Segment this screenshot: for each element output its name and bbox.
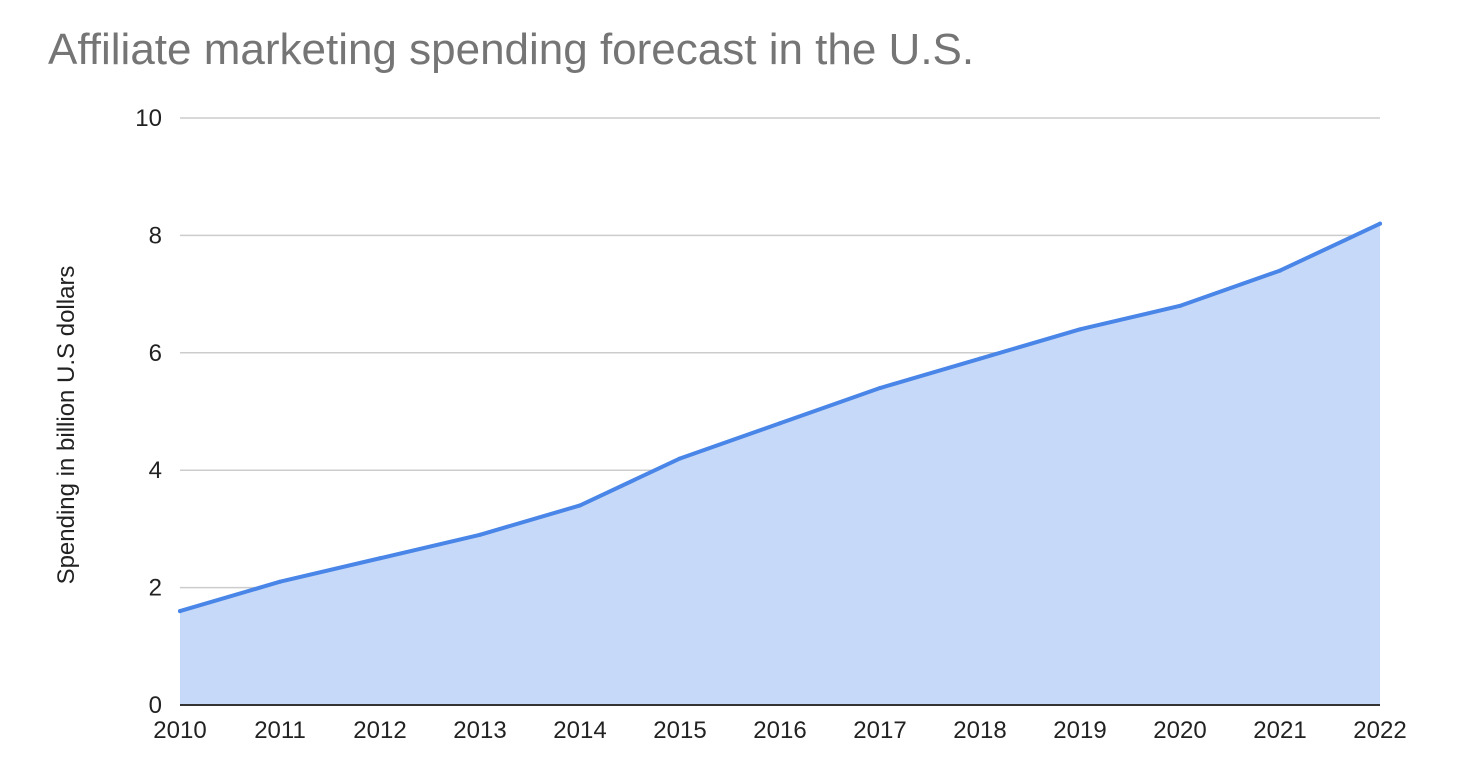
y-tick-label: 10 <box>135 105 162 132</box>
x-tick-label: 2017 <box>853 717 906 744</box>
data-point <box>678 456 682 461</box>
data-point <box>378 556 382 561</box>
x-tick-label: 2018 <box>953 717 1006 744</box>
y-axis-ticks: 0 2 4 6 8 10 <box>135 105 162 719</box>
y-tick-label: 6 <box>149 340 162 367</box>
chart-title: Affiliate marketing spending forecast in… <box>48 25 974 74</box>
x-tick-label: 2019 <box>1053 717 1106 744</box>
x-tick-label: 2012 <box>353 717 406 744</box>
data-point <box>978 356 982 361</box>
data-point <box>178 609 182 614</box>
x-tick-label: 2011 <box>254 717 306 744</box>
x-tick-label: 2022 <box>1353 717 1406 744</box>
data-point <box>1378 221 1382 226</box>
data-point <box>478 532 482 537</box>
x-tick-label: 2010 <box>153 717 206 744</box>
data-point <box>1078 327 1082 332</box>
y-tick-label: 0 <box>149 692 162 719</box>
y-tick-label: 2 <box>149 575 162 602</box>
data-point <box>878 386 882 391</box>
y-tick-label: 8 <box>149 222 162 249</box>
data-point <box>278 579 282 584</box>
series-area <box>180 223 1380 705</box>
y-tick-label: 4 <box>149 457 162 484</box>
data-point <box>1178 303 1182 308</box>
x-tick-label: 2013 <box>453 717 506 744</box>
y-axis-title: Spending in billion U.S dollars <box>53 266 80 585</box>
x-axis-ticks: 2010 2011 2012 2013 2014 2015 2016 2017 2018 2019… <box>153 717 1406 744</box>
x-tick-label: 2016 <box>753 717 806 744</box>
data-point <box>1278 268 1282 273</box>
data-point <box>778 421 782 426</box>
x-tick-label: 2021 <box>1253 717 1306 744</box>
data-point <box>578 503 582 508</box>
x-tick-label: 2020 <box>1153 717 1206 744</box>
x-tick-label: 2015 <box>653 717 706 744</box>
x-tick-label: 2014 <box>553 717 606 744</box>
area-layer <box>178 221 1382 706</box>
